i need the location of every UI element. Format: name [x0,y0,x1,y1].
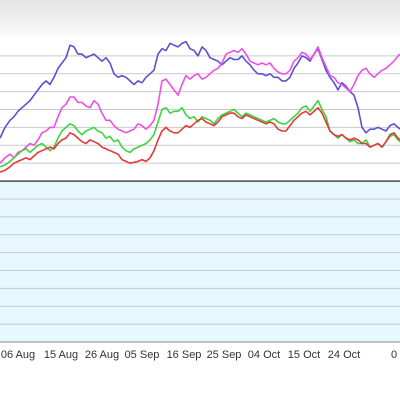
series-line-magenta [0,46,400,164]
series-lines [0,40,400,173]
x-tick-label: 25 Sep [207,349,242,361]
x-tick-label: 15 Aug [44,349,78,361]
series-line-red [0,106,400,173]
lower-band [0,181,400,342]
x-tick-label: 06 Aug [1,349,35,361]
x-tick-label: 15 Oct [288,349,320,361]
x-tick-label: 0 [391,349,397,361]
x-tick-label: 16 Sep [167,349,202,361]
gridlines [0,55,400,325]
x-tick-label: 04 Oct [248,349,280,361]
x-tick-label: 05 Sep [125,349,160,361]
x-tick-label: 26 Aug [85,349,119,361]
series-line-blue [0,40,400,139]
x-axis: 06 Aug 15 Aug 26 Aug 05 Sep 16 Sep 25 Sep 04 O… [0,341,400,361]
x-tick-label: 24 Oct [328,349,360,361]
